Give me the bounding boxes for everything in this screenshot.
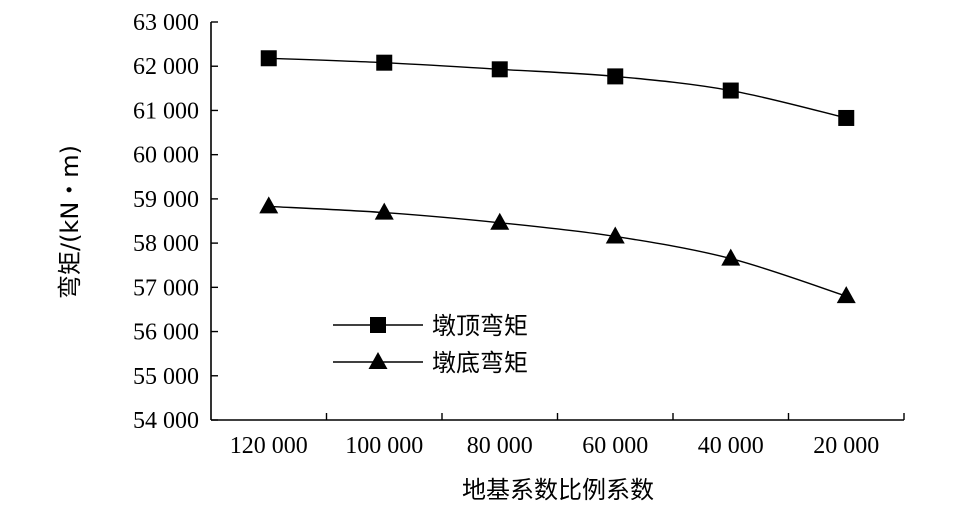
triangle-marker (490, 212, 510, 230)
square-marker (376, 54, 393, 71)
y-tick-label: 63 000 (133, 10, 199, 36)
legend-item: 墩顶弯矩 (333, 312, 528, 340)
legend-label: 墩顶弯矩 (432, 312, 528, 340)
x-axis-title: 地基系数比例系数 (462, 476, 654, 504)
y-tick-label: 58 000 (133, 231, 199, 257)
x-axis-ticks: 120 000 100 000 80 000 60 000 40 000 20 000 (230, 413, 905, 459)
series-line (268, 57, 847, 119)
legend-item: 墩底弯矩 (333, 349, 528, 377)
x-tick-label: 120 000 (230, 433, 308, 459)
x-tick-label: 20 000 (813, 433, 879, 459)
square-marker (607, 68, 624, 85)
y-tick-label: 61 000 (133, 98, 199, 124)
triangle-marker (605, 226, 625, 244)
series-layer (259, 50, 856, 304)
x-tick-label: 80 000 (467, 433, 533, 459)
square-marker (722, 82, 739, 99)
y-tick-label: 55 000 (133, 364, 199, 390)
series-pier-top-moment (260, 50, 855, 126)
series-pier-bottom-moment (259, 196, 856, 304)
triangle-marker (836, 286, 856, 304)
y-tick-label: 60 000 (133, 143, 199, 169)
x-tick-label: 40 000 (698, 433, 764, 459)
y-axis-title: 弯矩/(kN・m) (56, 145, 84, 299)
y-tick-label: 57 000 (133, 275, 199, 301)
triangle-marker (259, 196, 279, 214)
legend-triangle-marker (368, 352, 388, 369)
y-tick-label: 54 000 (133, 408, 199, 434)
y-tick-label: 62 000 (133, 54, 199, 80)
y-tick-label: 56 000 (133, 320, 199, 346)
square-marker (260, 50, 277, 67)
square-marker (838, 109, 855, 126)
y-tick-label: 59 000 (133, 187, 199, 213)
x-tick-label: 60 000 (582, 433, 648, 459)
legend-square-marker (370, 317, 386, 333)
legend-label: 墩底弯矩 (432, 349, 528, 377)
square-marker (491, 61, 508, 78)
x-tick-label: 100 000 (345, 433, 423, 459)
triangle-marker (721, 248, 741, 266)
series-line (268, 205, 847, 297)
axes (210, 22, 904, 421)
triangle-marker (374, 202, 394, 220)
y-axis-ticks: 54 000 55 000 56 000 57 000 58 000 59 000 60 0… (133, 10, 218, 434)
